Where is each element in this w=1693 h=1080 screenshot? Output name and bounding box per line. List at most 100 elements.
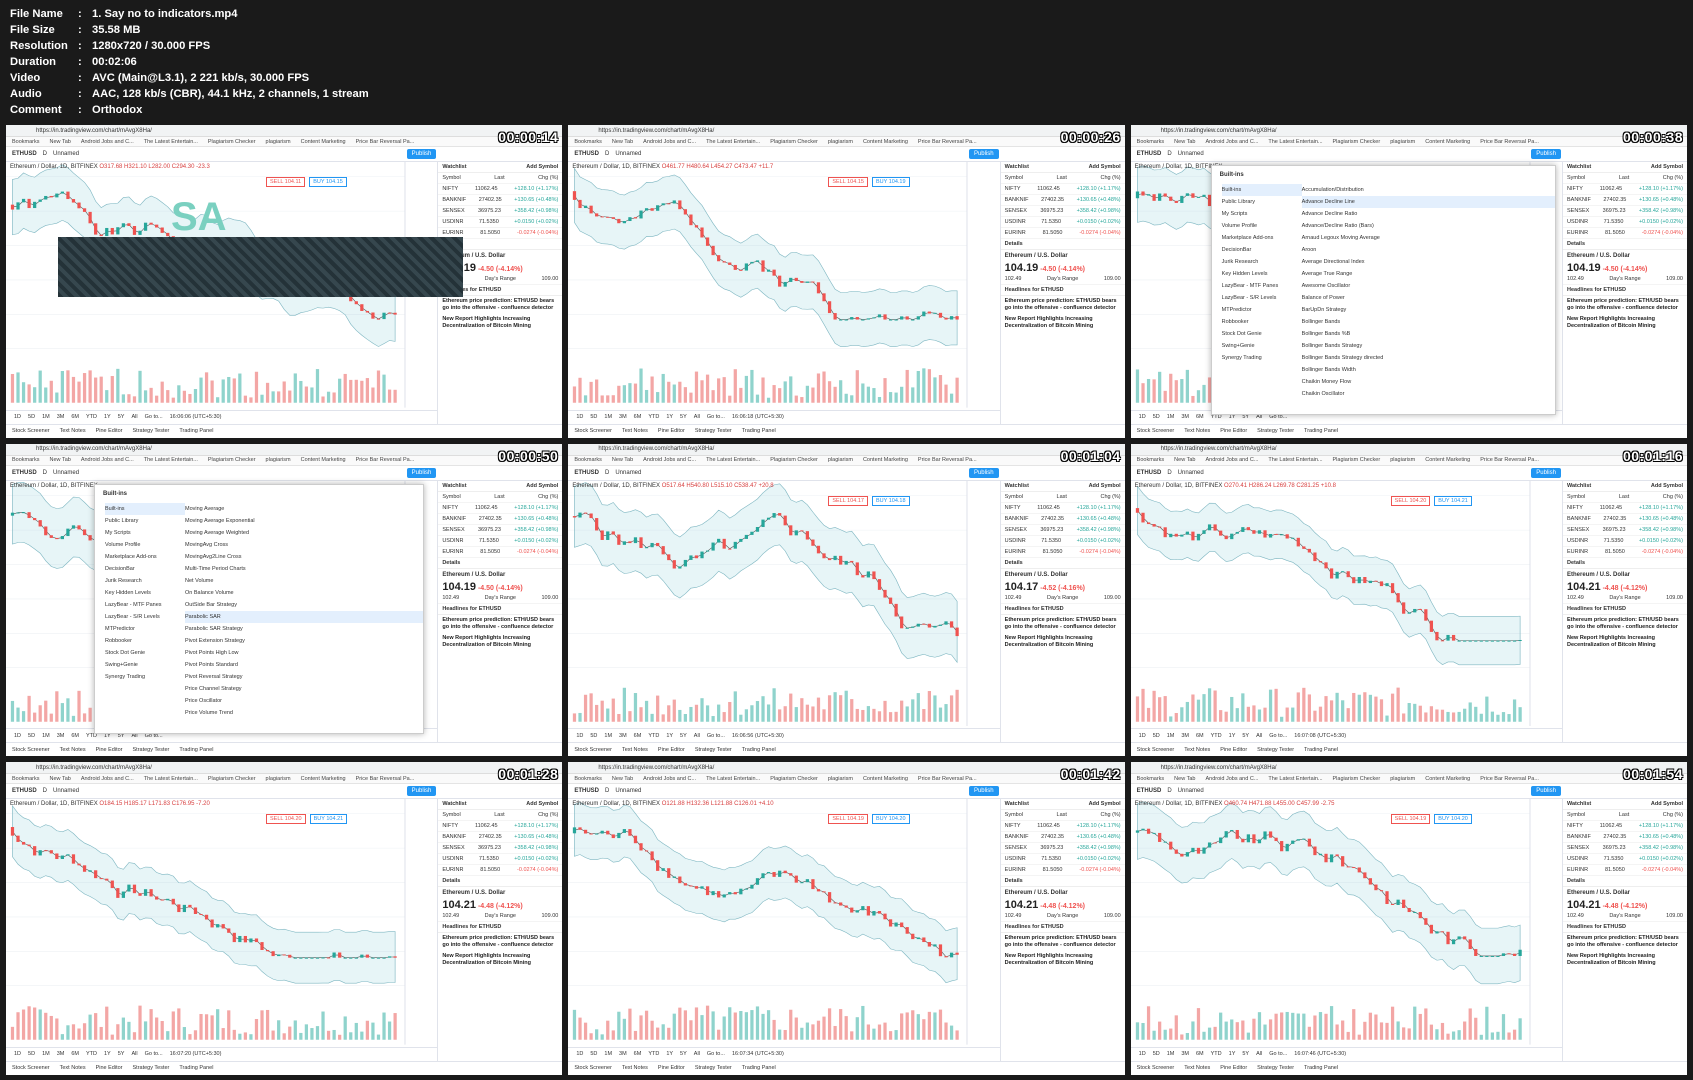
layout-name[interactable]: Unnamed	[615, 788, 642, 795]
timeframe-button[interactable]: 5Y	[680, 414, 687, 421]
category-item[interactable]: Stock Dot Genie	[105, 649, 146, 656]
timeframe-button[interactable]: 1D	[576, 414, 584, 421]
panel-tab[interactable]: Trading Panel	[1304, 428, 1339, 435]
watchlist-row[interactable]: BANKNIF 27402.35 +130.65 (+0.48%)	[1000, 514, 1125, 525]
bookmark-item[interactable]: plagiarism	[1390, 457, 1416, 464]
timeframe-button[interactable]: 1Y	[666, 414, 674, 421]
watchlist-row[interactable]: NIFTY 11062.45 +128.10 (+1.17%)	[1562, 821, 1687, 833]
timeframe-button[interactable]: YTD	[648, 1051, 660, 1058]
timeframe-button[interactable]: 6M	[1196, 414, 1204, 421]
bookmark-item[interactable]: Plagiarism Checker	[770, 775, 818, 782]
news-headline[interactable]: New Report Highlights Increasing Decentr…	[1004, 634, 1094, 648]
indicator-item[interactable]: Bollinger Bands Strategy directed	[1301, 355, 1384, 361]
bookmark-item[interactable]: Plagiarism Checker	[770, 138, 818, 145]
bookmark-item[interactable]: Content Marketing	[862, 138, 908, 145]
bookmark-item[interactable]: Bookmarks	[12, 775, 40, 782]
layout-name[interactable]: Unnamed	[615, 469, 642, 476]
timeframe-button[interactable]: 3M	[56, 732, 65, 739]
news-headline[interactable]: New Report Highlights Increasing Decentr…	[1566, 953, 1656, 967]
watchlist-row[interactable]: BANKNIF 27402.35 +130.65 (+0.48%)	[1000, 195, 1125, 206]
category-item[interactable]: LazyBear - S/R Levels	[1221, 295, 1277, 301]
bookmark-item[interactable]: Content Marketing	[1425, 775, 1471, 782]
indicator-item[interactable]: Moving Average Weighted	[185, 529, 250, 536]
timeframe-button[interactable]: 6M	[633, 732, 642, 739]
panel-tab[interactable]: Trading Panel	[1304, 746, 1339, 753]
bookmark-item[interactable]: The Latest Entertain...	[143, 457, 198, 464]
add-symbol-button[interactable]: Add Symbol	[1088, 482, 1121, 489]
category-item[interactable]: Synergy Trading	[105, 673, 146, 680]
category-item[interactable]: LazyBear - S/R Levels	[105, 613, 160, 620]
panel-tab[interactable]: Pine Editor	[1220, 428, 1248, 435]
timeframe-button[interactable]: Go to...	[1269, 414, 1288, 421]
panel-tab[interactable]: Stock Screener	[1136, 746, 1175, 753]
timeframe-button[interactable]: All	[1256, 1051, 1263, 1058]
layout-name[interactable]: Unnamed	[1177, 469, 1204, 476]
timeframe-button[interactable]: 3M	[619, 414, 627, 421]
timeframe-button[interactable]: 3M	[1181, 414, 1189, 421]
address-bar[interactable]: https://in.tradingview.com/chart/mAvgX8H…	[568, 125, 1125, 137]
panel-tab[interactable]: Stock Screener	[12, 1065, 50, 1072]
timeframe-button[interactable]: 5D	[590, 1051, 598, 1058]
timeframe-button[interactable]: 3M	[56, 414, 65, 421]
layout-name[interactable]: Unnamed	[53, 469, 80, 476]
chart-area[interactable]: Ethereum / Dollar, 1D, BITFINEX O270.41 …	[1130, 480, 1562, 727]
timeframe-button[interactable]: All	[131, 414, 138, 421]
bookmark-item[interactable]: Bookmarks	[1136, 138, 1165, 145]
add-symbol-button[interactable]: Add Symbol	[526, 801, 559, 808]
category-item[interactable]: Marketplace Add-ons	[1221, 235, 1274, 241]
news-headline[interactable]: Ethereum price prediction: ETH/USD bears…	[1004, 298, 1117, 311]
timeframe-button[interactable]: 1Y	[666, 732, 674, 739]
bookmark-item[interactable]: New Tab	[1174, 457, 1196, 464]
indicator-item[interactable]: Average Directional Index	[1301, 259, 1365, 265]
bookmark-item[interactable]: Price Bar Reversal Pa...	[355, 138, 415, 145]
interval-button[interactable]: D	[42, 788, 48, 795]
timeframe-button[interactable]: 1D	[14, 732, 22, 739]
buy-button[interactable]: BUY 104.21	[1434, 495, 1472, 506]
category-item[interactable]: Swing+Genie	[1221, 343, 1255, 349]
category-item[interactable]: DecisionBar	[1221, 247, 1252, 253]
bookmark-item[interactable]: Plagiarism Checker	[1332, 775, 1381, 782]
bookmark-item[interactable]: Bookmarks	[1136, 775, 1165, 782]
timeframe-button[interactable]: All	[1256, 414, 1263, 421]
buy-button[interactable]: BUY 104.20	[1434, 814, 1472, 825]
bookmark-item[interactable]: Bookmarks	[574, 775, 602, 782]
chart-area[interactable]: Ethereum / Dollar, 1D, BITFINEX O460.74 …	[1130, 799, 1562, 1045]
timeframe-button[interactable]: 1Y	[666, 1051, 674, 1058]
timeframe-button[interactable]: All	[693, 732, 700, 739]
timeframe-button[interactable]: 1Y	[103, 414, 111, 421]
category-item[interactable]: Swing+Genie	[105, 661, 138, 668]
panel-tab[interactable]: Strategy Tester	[132, 428, 170, 435]
category-item[interactable]: DecisionBar	[105, 565, 135, 572]
add-symbol-button[interactable]: Add Symbol	[1088, 164, 1121, 170]
address-bar[interactable]: https://in.tradingview.com/chart/mAvgX8H…	[1130, 125, 1687, 137]
add-symbol-button[interactable]: Add Symbol	[1650, 801, 1683, 808]
indicator-item[interactable]: Pivot Reversal Strategy	[185, 673, 243, 680]
bookmark-item[interactable]: The Latest Entertain...	[143, 775, 198, 782]
layout-name[interactable]: Unnamed	[53, 788, 80, 795]
price-chart[interactable]	[1130, 799, 1562, 1045]
indicator-item[interactable]: Advance/Decline Ratio (Bars)	[1301, 223, 1374, 229]
address-bar[interactable]: https://in.tradingview.com/chart/mAvgX8H…	[568, 443, 1125, 456]
bookmark-item[interactable]: New Tab	[611, 138, 634, 145]
chart-area[interactable]: Ethereum / Dollar, 1D, BITFINEX O517.64 …	[568, 480, 999, 727]
watchlist-row[interactable]: NIFTY 11062.45 +128.10 (+1.17%)	[1000, 184, 1125, 195]
symbol-search[interactable]: ETHUSD	[574, 151, 599, 157]
panel-tab[interactable]: Text Notes	[59, 428, 86, 435]
indicator-item[interactable]: On Balance Volume	[185, 589, 234, 596]
timeframe-button[interactable]: 1Y	[1228, 732, 1236, 739]
bookmark-item[interactable]: New Tab	[1174, 775, 1196, 782]
panel-tab[interactable]: Trading Panel	[741, 1065, 776, 1072]
publish-button[interactable]: Publish	[406, 786, 437, 797]
publish-button[interactable]: Publish	[1531, 467, 1561, 478]
timeframe-button[interactable]: Go to...	[144, 732, 163, 739]
indicator-item[interactable]: Parabolic SAR Strategy	[185, 625, 243, 632]
panel-tab[interactable]: Stock Screener	[12, 746, 50, 753]
watchlist-row[interactable]: BANKNIF 27402.35 +130.65 (+0.48%)	[438, 195, 563, 206]
bookmark-item[interactable]: Content Marketing	[862, 457, 908, 464]
timeframe-button[interactable]: 5Y	[117, 1051, 125, 1058]
interval-button[interactable]: D	[605, 151, 610, 157]
news-headline[interactable]: Ethereum price prediction: ETH/USD bears…	[442, 298, 555, 311]
watchlist-row[interactable]: BANKNIF 27402.35 +130.65 (+0.48%)	[1562, 832, 1687, 844]
panel-tab[interactable]: Text Notes	[621, 1065, 648, 1072]
category-item[interactable]: MTPredictor	[105, 625, 135, 632]
